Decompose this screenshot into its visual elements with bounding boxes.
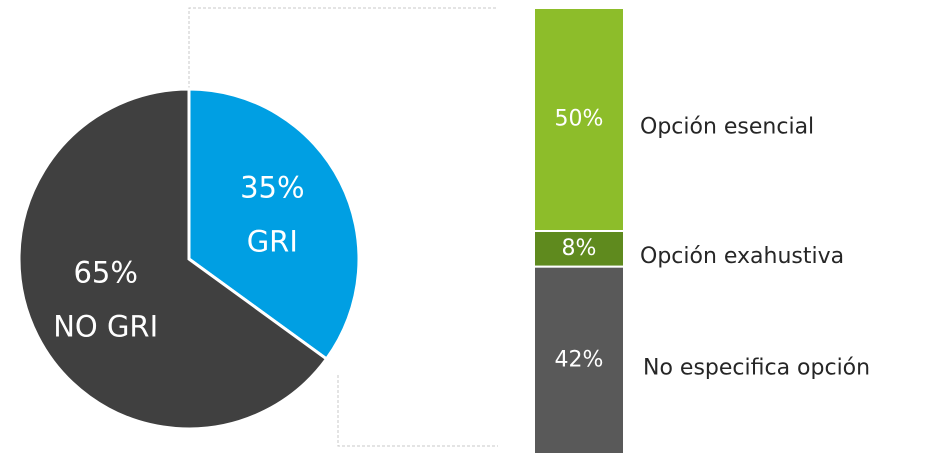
pie-slice [187, 87, 361, 362]
segment-value-label: 50% [555, 107, 604, 132]
connector-bottom [337, 375, 498, 447]
segment-category-label: Opción exahustiva [640, 244, 844, 269]
slice-value-label: 35% [240, 171, 304, 205]
bar-segment [533, 7, 625, 232]
slice-value-label: 65% [73, 255, 137, 289]
connector-top [188, 7, 498, 89]
segment-value-label: 8% [562, 236, 597, 261]
segment-value-label: 42% [555, 347, 604, 372]
slice-category-label: GRI [247, 225, 298, 259]
segment-category-label: No especifica opción [643, 355, 870, 380]
bar-segment [533, 265, 625, 454]
slice-category-label: NO GRI [53, 309, 158, 343]
connector-lines [188, 7, 498, 447]
bar-segment [533, 230, 625, 268]
segment-category-label: Opción esencial [640, 115, 814, 140]
pie-slice [17, 87, 329, 431]
